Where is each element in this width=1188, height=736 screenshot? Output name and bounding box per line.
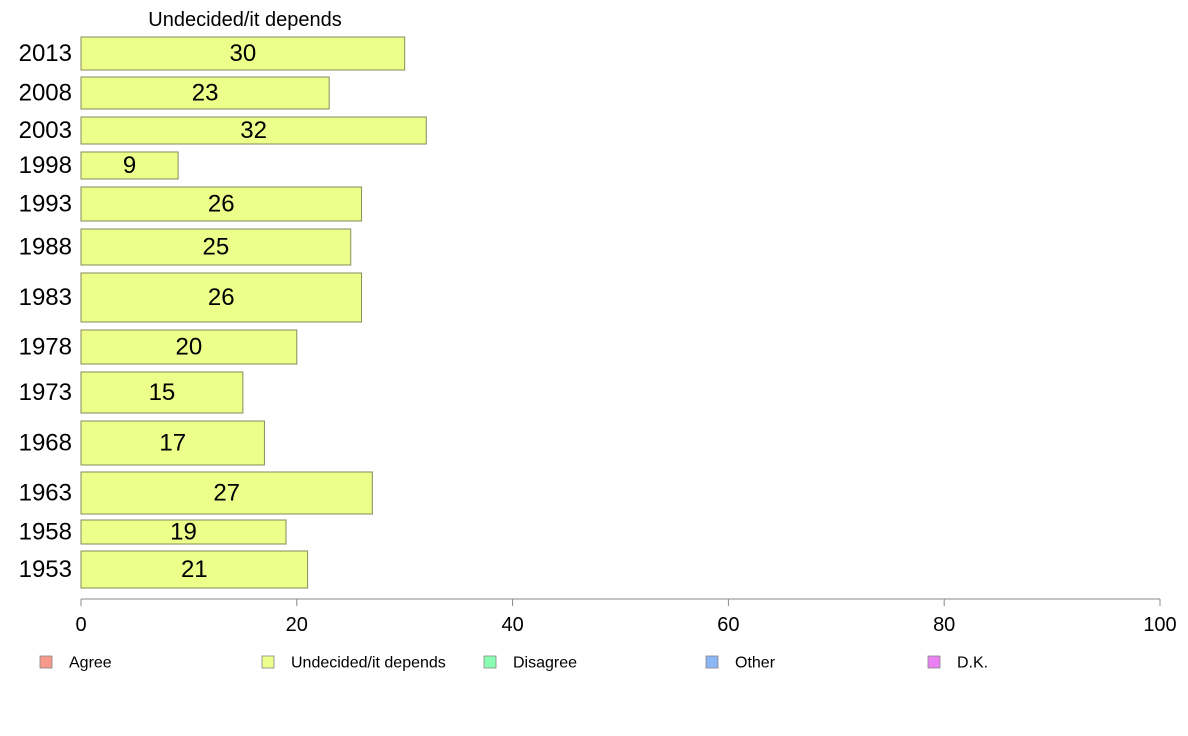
bar-1958 bbox=[80, 519, 287, 545]
bar-value-label-1993: 26 bbox=[208, 191, 235, 218]
x-tick-label-40: 40 bbox=[501, 614, 523, 636]
bars-group: 30 2013 23 2008 32 2003 9 1998 26 1993 25 1988 26 198… bbox=[19, 36, 427, 589]
bar-2003 bbox=[80, 116, 427, 145]
legend-swatch-4 bbox=[927, 655, 941, 669]
category-label-1978: 1978 bbox=[19, 334, 72, 361]
bar-value-label-1963: 27 bbox=[213, 480, 240, 507]
category-label-1988: 1988 bbox=[19, 234, 72, 261]
bar-1998 bbox=[80, 151, 179, 180]
bar-value-label-2008: 23 bbox=[192, 80, 219, 107]
category-label-1963: 1963 bbox=[19, 480, 72, 507]
category-label-1998: 1998 bbox=[19, 152, 72, 179]
bar-1983 bbox=[80, 272, 363, 323]
bar-1953 bbox=[80, 550, 309, 589]
bar-value-label-1988: 25 bbox=[203, 234, 230, 261]
bar-1993 bbox=[80, 186, 363, 222]
bar-1978 bbox=[80, 329, 298, 365]
bar-value-label-1953: 21 bbox=[181, 556, 208, 583]
bar-1973 bbox=[80, 371, 244, 414]
category-label-1953: 1953 bbox=[19, 556, 72, 583]
bar-1963 bbox=[80, 471, 373, 515]
x-tick-label-60: 60 bbox=[717, 614, 739, 636]
bar-value-label-1978: 20 bbox=[176, 334, 203, 361]
legend: Agree Undecided/it depends Disagree Other D.… bbox=[39, 655, 988, 672]
legend-label-1: Undecided/it depends bbox=[291, 655, 446, 672]
legend-swatch-1 bbox=[261, 655, 275, 669]
legend-swatch-2 bbox=[483, 655, 497, 669]
x-tick-label-0: 0 bbox=[75, 614, 86, 636]
bar-2013 bbox=[80, 36, 406, 71]
legend-label-0: Agree bbox=[69, 655, 112, 672]
bar-2008 bbox=[80, 76, 330, 110]
chart-title: Undecided/it depends bbox=[148, 9, 341, 31]
category-label-1958: 1958 bbox=[19, 519, 72, 546]
bar-value-label-1968: 17 bbox=[159, 430, 186, 457]
category-label-2008: 2008 bbox=[19, 80, 72, 107]
bar-value-label-1958: 19 bbox=[170, 519, 197, 546]
bar-value-label-2013: 30 bbox=[229, 40, 256, 67]
x-tick-label-100: 100 bbox=[1143, 614, 1176, 636]
legend-label-3: Other bbox=[735, 655, 776, 672]
bar-1968 bbox=[80, 420, 265, 466]
legend-label-2: Disagree bbox=[513, 655, 577, 672]
bar-value-label-1998: 9 bbox=[123, 152, 136, 179]
category-label-1968: 1968 bbox=[19, 430, 72, 457]
x-axis: 0 20 40 60 80 100 bbox=[75, 598, 1177, 636]
category-label-2013: 2013 bbox=[19, 40, 72, 67]
bar-value-label-1973: 15 bbox=[149, 379, 176, 406]
x-tick-label-80: 80 bbox=[933, 614, 955, 636]
category-label-1993: 1993 bbox=[19, 191, 72, 218]
bar-value-label-1983: 26 bbox=[208, 284, 235, 311]
x-tick-label-20: 20 bbox=[286, 614, 308, 636]
legend-swatch-0 bbox=[39, 655, 53, 669]
category-label-1983: 1983 bbox=[19, 284, 72, 311]
bar-value-label-2003: 32 bbox=[240, 117, 267, 144]
category-label-2003: 2003 bbox=[19, 117, 72, 144]
bar-1988 bbox=[80, 228, 352, 266]
legend-swatch-3 bbox=[705, 655, 719, 669]
category-label-1973: 1973 bbox=[19, 379, 72, 406]
legend-label-4: D.K. bbox=[957, 655, 988, 672]
